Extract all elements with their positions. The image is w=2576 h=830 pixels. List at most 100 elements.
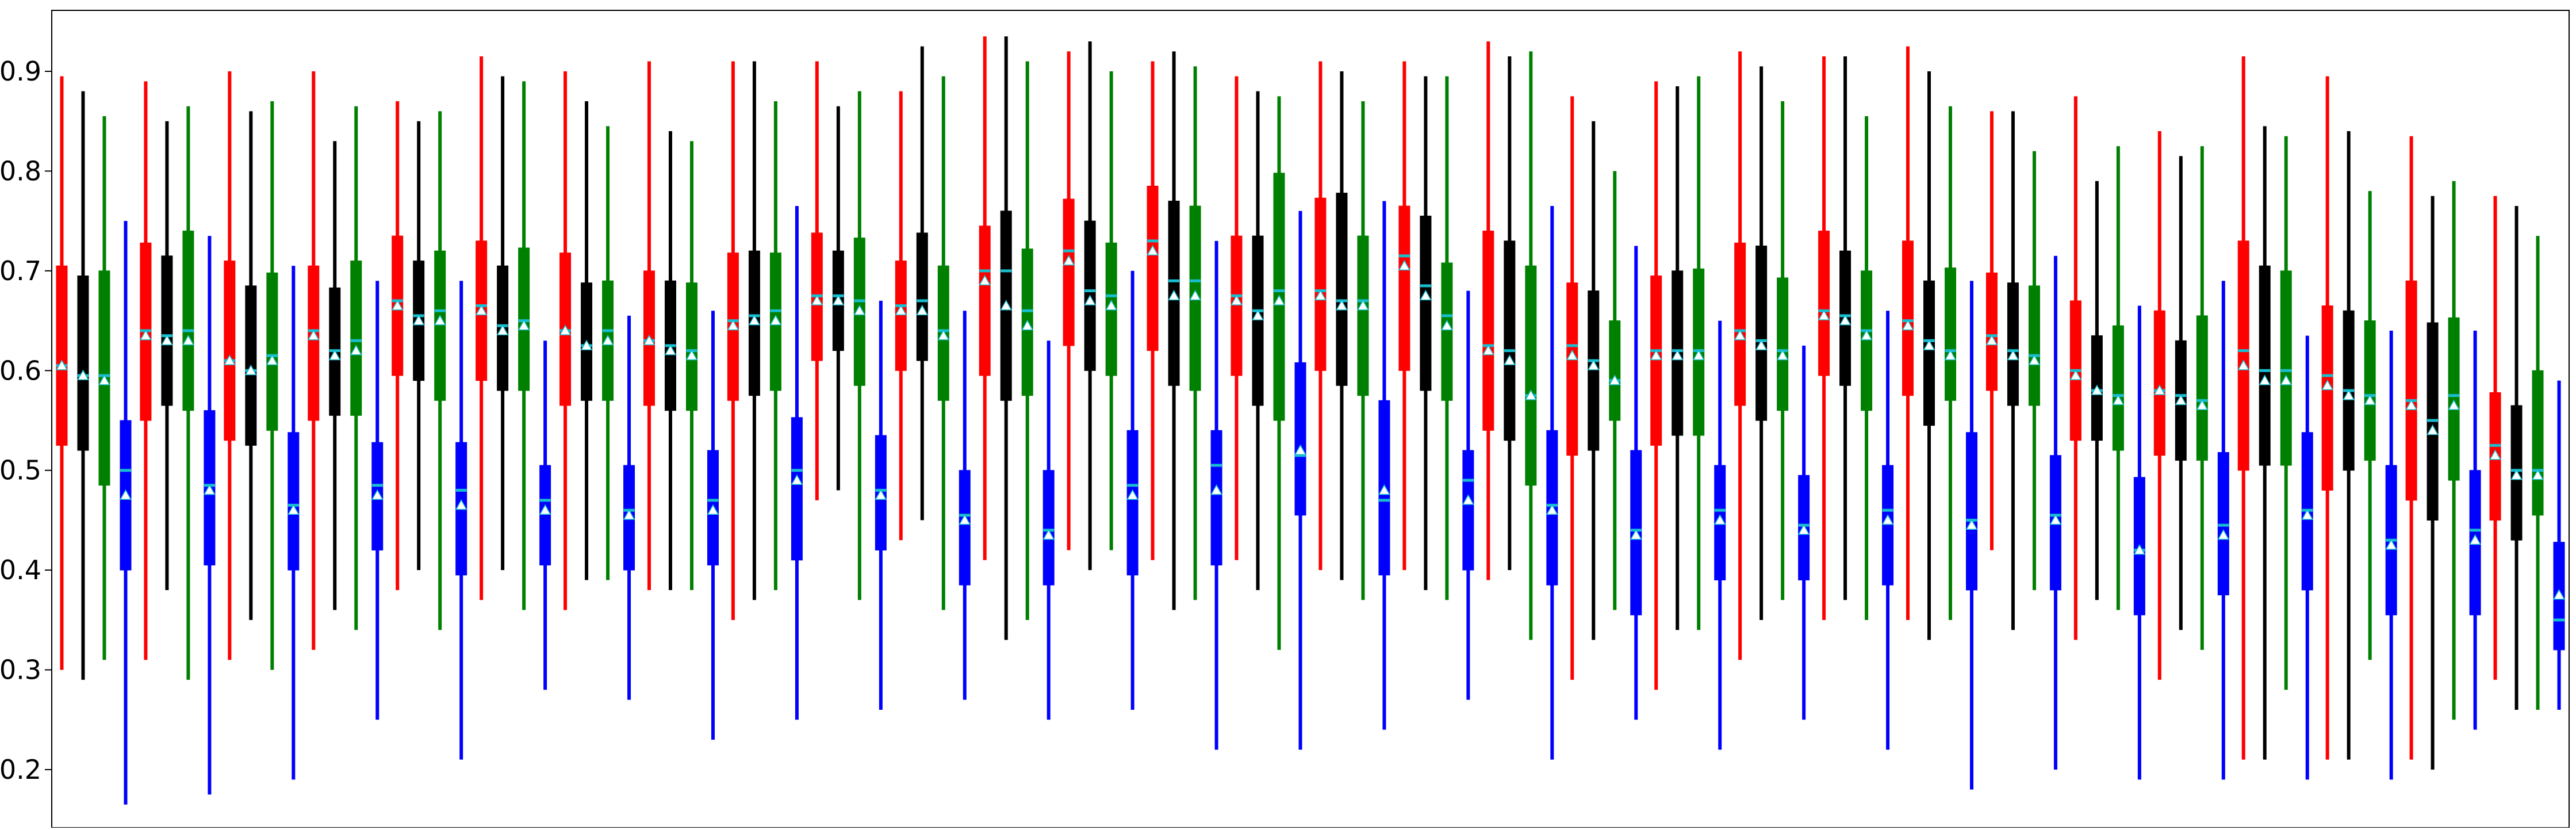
mean-marker bbox=[2280, 374, 2293, 385]
box-1-11 bbox=[1000, 36, 1013, 640]
mean-marker bbox=[2237, 359, 2250, 370]
mean-marker bbox=[1566, 349, 1578, 361]
box-1-4 bbox=[412, 121, 425, 571]
mean-marker bbox=[1546, 504, 1558, 515]
box-3-0 bbox=[120, 221, 132, 805]
mean-marker bbox=[307, 330, 320, 341]
mean-marker bbox=[1713, 514, 1726, 525]
mean-marker bbox=[853, 304, 866, 316]
y-tick-label: 0.4 bbox=[0, 554, 41, 586]
mean-marker bbox=[832, 294, 845, 305]
mean-marker bbox=[1105, 300, 1117, 311]
mean-marker bbox=[1168, 289, 1180, 301]
box-3-29 bbox=[2553, 380, 2565, 710]
box-0-17 bbox=[1482, 41, 1494, 580]
mean-marker bbox=[1210, 484, 1222, 495]
box-2-20 bbox=[1776, 101, 1789, 600]
iqr-box bbox=[916, 232, 928, 361]
mean-marker bbox=[979, 274, 991, 286]
mean-marker bbox=[1314, 289, 1327, 301]
mean-marker bbox=[2049, 514, 2062, 525]
box-2-29 bbox=[2532, 236, 2544, 710]
mean-marker bbox=[245, 364, 257, 376]
mean-marker bbox=[182, 334, 194, 346]
box-0-9 bbox=[811, 61, 823, 500]
iqr-box bbox=[518, 247, 530, 391]
box-1-17 bbox=[1504, 56, 1516, 571]
iqr-box bbox=[1210, 430, 1222, 565]
box-0-0 bbox=[56, 76, 68, 670]
box-0-26 bbox=[2237, 56, 2250, 760]
iqr-box bbox=[1398, 205, 1410, 371]
box-1-5 bbox=[496, 76, 509, 571]
mean-marker bbox=[98, 374, 110, 385]
mean-marker bbox=[811, 294, 823, 305]
box-3-28 bbox=[2469, 330, 2481, 730]
mean-marker bbox=[895, 304, 907, 316]
iqr-box bbox=[2259, 265, 2271, 466]
box-3-5 bbox=[539, 341, 551, 690]
box-2-26 bbox=[2280, 136, 2293, 690]
box-2-7 bbox=[685, 141, 698, 590]
mean-marker bbox=[1839, 315, 1851, 326]
box-2-22 bbox=[1944, 106, 1957, 620]
box-0-3 bbox=[307, 71, 320, 650]
mean-marker bbox=[1398, 259, 1410, 271]
box-3-9 bbox=[875, 300, 887, 710]
mean-marker bbox=[2091, 384, 2103, 395]
box-0-23 bbox=[1985, 111, 1998, 550]
mean-marker bbox=[1692, 349, 1705, 361]
iqr-box bbox=[56, 265, 68, 446]
mean-marker bbox=[1587, 359, 1600, 370]
box-3-14 bbox=[1294, 211, 1306, 750]
box-0-12 bbox=[1063, 51, 1075, 550]
mean-marker bbox=[1126, 489, 1138, 500]
box-1-21 bbox=[1839, 56, 1851, 600]
mean-marker bbox=[1734, 330, 1746, 341]
box-1-24 bbox=[2091, 181, 2103, 600]
box-2-10 bbox=[937, 76, 950, 610]
iqr-box bbox=[539, 465, 551, 565]
mean-marker bbox=[1063, 254, 1075, 266]
box-1-7 bbox=[664, 131, 677, 590]
mean-marker bbox=[2321, 379, 2333, 391]
iqr-box bbox=[1588, 290, 1600, 451]
mean-marker bbox=[412, 315, 425, 326]
mean-marker bbox=[559, 324, 572, 335]
box-1-6 bbox=[580, 101, 593, 580]
mean-marker bbox=[120, 489, 132, 500]
mean-marker bbox=[2112, 394, 2125, 406]
iqr-box bbox=[1945, 267, 1956, 401]
iqr-box bbox=[2448, 317, 2460, 481]
mean-marker bbox=[475, 304, 488, 316]
box-3-18 bbox=[1630, 246, 1642, 720]
box-0-11 bbox=[979, 36, 991, 560]
box-2-17 bbox=[1525, 51, 1537, 640]
mean-marker bbox=[328, 349, 341, 361]
mean-marker bbox=[959, 514, 971, 525]
box-3-10 bbox=[959, 311, 971, 700]
box-0-25 bbox=[2153, 131, 2166, 680]
box-3-3 bbox=[371, 281, 384, 720]
box-3-12 bbox=[1126, 270, 1138, 710]
iqr-box bbox=[308, 265, 320, 421]
mean-marker bbox=[1147, 244, 1159, 256]
mean-marker bbox=[2469, 534, 2481, 545]
mean-marker bbox=[1860, 330, 1873, 341]
mean-marker bbox=[204, 484, 216, 495]
box-2-16 bbox=[1441, 76, 1453, 600]
mean-marker bbox=[2217, 529, 2230, 540]
mean-marker bbox=[1378, 484, 1390, 495]
iqr-box bbox=[2405, 280, 2417, 501]
iqr-box bbox=[2364, 320, 2376, 461]
iqr-box bbox=[1336, 193, 1348, 386]
box-2-15 bbox=[1357, 101, 1369, 600]
y-tick-label: 0.6 bbox=[0, 355, 41, 386]
axes-layer: 0.2 0.3 0.4 0.5 0.6 0.7 0.8 0.9 bbox=[0, 10, 2570, 828]
mean-marker bbox=[2385, 539, 2397, 550]
y-tick-label: 0.8 bbox=[0, 155, 41, 186]
box-3-27 bbox=[2385, 330, 2397, 780]
mean-marker bbox=[791, 474, 803, 485]
mean-marker bbox=[2196, 399, 2209, 410]
